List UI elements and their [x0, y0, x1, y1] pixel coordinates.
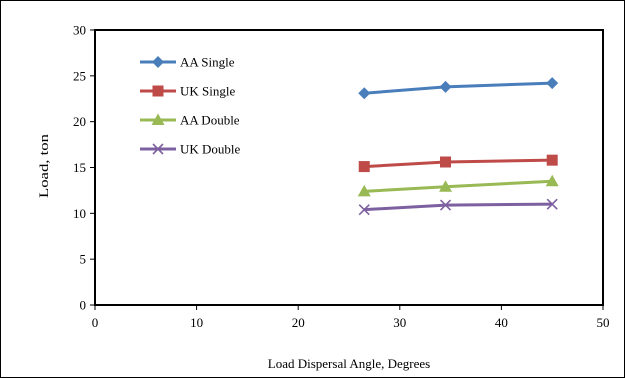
y-tick-label: 5 [80, 252, 87, 267]
marker-stroke [546, 198, 558, 210]
x-tick-label: 40 [495, 315, 508, 330]
y-tick-label: 20 [73, 114, 86, 129]
legend-label: AA Single [180, 55, 235, 70]
legend-label: UK Double [180, 142, 241, 157]
series-aa-single [358, 77, 559, 100]
data-point [358, 204, 370, 216]
legend-item-aa-double: AA Double [140, 113, 240, 128]
legend-swatch-marker [152, 85, 164, 97]
plot-area-frame [94, 29, 604, 306]
data-point [545, 174, 559, 187]
data-point [439, 180, 453, 192]
series-uk-single [358, 154, 558, 173]
y-tick-label: 30 [73, 23, 86, 38]
series-layer [357, 77, 559, 216]
data-point [358, 87, 371, 100]
x-tick-label: 0 [92, 315, 99, 330]
x-tick-label: 30 [393, 315, 406, 330]
y-tick-label: 15 [73, 160, 86, 175]
data-point [440, 156, 452, 168]
x-tick-label: 20 [292, 315, 305, 330]
data-point [358, 161, 370, 173]
data-point [546, 154, 558, 166]
series-aa-double [357, 174, 559, 197]
y-tick-label: 10 [73, 206, 86, 221]
y-tick-label: 25 [73, 68, 86, 83]
legend-swatch-marker [151, 113, 165, 125]
y-axis-title: Load, ton [36, 133, 51, 198]
y-axis-ticks: 0 5 10 15 20 25 30 [73, 23, 95, 313]
data-point [439, 80, 452, 93]
x-tick-label: 10 [190, 315, 203, 330]
y-tick-label: 0 [80, 298, 87, 313]
marker-stroke [152, 143, 164, 155]
legend-item-uk-double: UK Double [140, 142, 241, 157]
legend-label: UK Single [180, 84, 235, 99]
x-axis-ticks: 0 10 20 30 40 50 [92, 305, 610, 330]
marker-stroke [358, 204, 370, 216]
data-point [439, 199, 452, 211]
data-point [546, 198, 558, 210]
legend-item-aa-single: AA Single [140, 55, 235, 70]
x-axis-title: Load Dispersal Angle, Degrees [268, 356, 430, 371]
series-uk-double [358, 198, 558, 216]
data-point [546, 77, 559, 90]
marker-stroke [439, 199, 452, 211]
legend-swatch-marker [152, 143, 164, 155]
legend-item-uk-single: UK Single [140, 84, 235, 99]
legend-swatch-marker [152, 56, 164, 68]
data-point [357, 184, 371, 197]
legend-label: AA Double [180, 113, 240, 128]
x-tick-label: 50 [597, 315, 610, 330]
legend: AA Single UK Single AA Double UK Double [140, 55, 241, 157]
